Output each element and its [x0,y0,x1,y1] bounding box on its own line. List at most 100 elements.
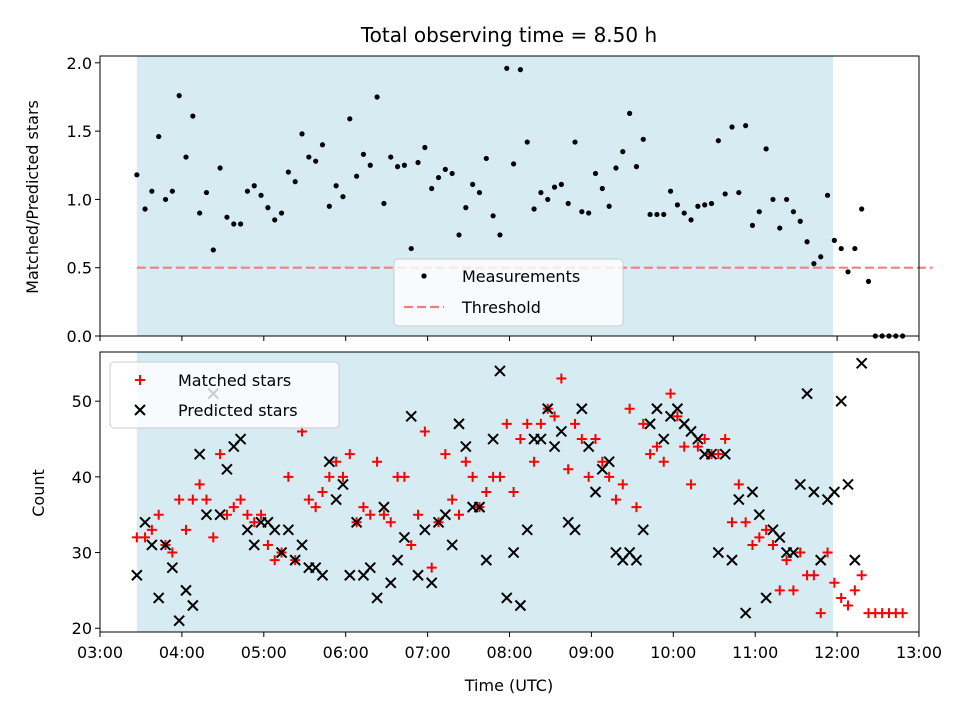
measurement-point [661,211,667,218]
matched-stars-point [440,449,451,460]
predicted-stars-point [131,569,143,581]
matched-stars-point [631,502,642,513]
matched-stars-point [692,441,703,452]
matched-stars-point [556,373,567,384]
matched-stars-point [378,509,389,520]
measurement-point [231,221,237,227]
predicted-stars-point [794,478,806,491]
predicted-stars-point [419,524,431,536]
top-y-tick-label: 1.5 [67,122,92,141]
measurement-point [551,184,558,190]
measurement-point [463,205,469,211]
bottom-x-tick-label: 06:00 [323,643,369,662]
predicted-stars-point [835,395,847,407]
matched-stars-point [344,449,355,460]
measurement-point [197,210,203,216]
predicted-stars-point [514,599,527,612]
top-y-tick-label: 0.5 [67,259,92,278]
bottom-x-tick-label: 13:00 [896,643,942,662]
measurement-point [538,189,544,196]
matched-stars-point [453,509,464,520]
predicted-stars-point [473,501,486,513]
predicted-stars-point [603,456,615,468]
measurement-point [586,210,592,216]
matched-stars-point [699,434,710,445]
matched-stars-point [897,608,908,619]
measurement-point [818,254,824,260]
matched-stars-point [563,464,574,475]
predicted-stars-point [337,478,349,491]
predicted-stars-point [439,508,452,521]
measurement-point [224,214,230,220]
matched-stars-point [665,388,676,399]
matched-stars-point [303,494,314,505]
measurement-point [244,188,251,194]
matched-stars-point [849,585,860,596]
matched-stars-point [242,509,253,520]
matched-stars-point [767,539,778,550]
measurement-point [756,209,762,215]
matched-stars-point [385,517,396,528]
matched-stars-point [822,547,833,558]
matched-stars-point [221,509,232,520]
measurement-point [217,165,223,171]
predicted-stars-point [733,493,745,506]
measurement-point [272,217,278,223]
predicted-stars-point [651,403,663,415]
predicted-stars-point [589,486,602,498]
measurement-point [210,247,216,253]
matched-stars-point [269,555,280,566]
measurement-point [845,269,851,275]
measurement-point [258,192,264,198]
measurement-point [306,154,312,160]
predicted-stars-point [269,524,281,536]
matched-stars-point [235,494,246,505]
measurement-point [449,170,455,177]
matched-stars-point [576,434,587,445]
measurement-point [640,136,646,142]
predicted-stars-point [726,554,738,566]
measurement-point [149,188,155,194]
predicted-stars-point [391,554,404,566]
measurement-point [442,166,448,172]
matched-stars-point [815,608,826,619]
top-panel: 0.0 0.5 1.0 1.5 2.0 Measurements Threshold [67,54,933,346]
measurement-point [865,278,872,284]
predicted-stars-point [569,524,581,536]
measurement-point [517,67,524,73]
matched-stars-point [610,494,621,505]
measurement-point [674,202,680,208]
predicted-stars-point [815,554,827,566]
measurement-point [435,174,442,181]
matched-stars-point [774,585,785,596]
measurement-point [749,222,756,228]
matched-stars-point [447,494,458,505]
matched-stars-point [740,517,751,528]
predicted-stars-point [828,486,841,498]
predicted-stars-point [364,561,376,574]
matched-stars-point [406,539,417,550]
predicted-stars-point [323,456,336,468]
predicted-stars-point [692,433,704,445]
matched-stars-point [413,509,424,520]
top-legend: Measurements Threshold [393,258,624,327]
measurement-point [470,181,476,187]
legend-matched-stars-marker [135,375,145,385]
predicted-stars-point [774,531,786,544]
predicted-stars-point [671,403,684,415]
predicted-stars-point [644,418,656,430]
matched-stars-point [733,479,744,490]
measurement-point [763,146,769,152]
predicted-stars-point [412,569,424,581]
measurement-point [299,131,305,137]
measurement-point [190,113,196,119]
matched-stars-point [187,494,198,505]
measurement-point [510,161,517,167]
measurement-point [633,164,640,170]
matched-stars-point [317,487,328,497]
predicted-stars-point [166,561,179,574]
matched-stars-point [624,403,635,414]
matched-stars-point [672,411,683,422]
bottom-x-tick-label: 12:00 [814,643,860,662]
